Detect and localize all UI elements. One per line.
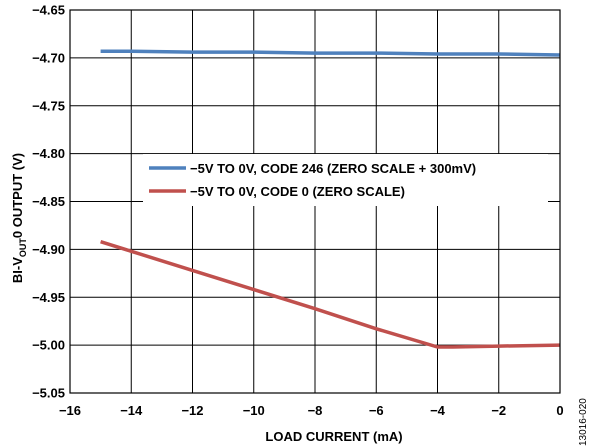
y-axis-title-suffix: 0 OUTPUT (V) [10, 153, 25, 238]
figure-id: 13016-020 [578, 398, 589, 446]
y-tick-label: −4.85 [32, 194, 65, 209]
legend: −5V TO 0V, CODE 246 (ZERO SCALE + 300mV)… [143, 154, 548, 206]
y-tick-label: −4.65 [32, 3, 65, 18]
x-tick-label: −2 [491, 403, 506, 418]
series-line-1 [100, 240, 561, 349]
series-line-0 [100, 49, 561, 57]
y-tick-label: −4.80 [32, 146, 65, 161]
plot-frame [69, 9, 561, 394]
x-tick-label: −8 [308, 403, 323, 418]
y-tick-label: −4.75 [32, 98, 65, 113]
y-axis-title-subscript: OUT [18, 238, 28, 258]
x-tick-label: −10 [243, 403, 265, 418]
x-tick-label: −4 [430, 403, 446, 418]
x-tick-label: −12 [181, 403, 203, 418]
x-tick-label: −14 [120, 403, 143, 418]
y-tick-label: −4.70 [32, 50, 65, 65]
x-tick-label: 0 [556, 403, 563, 418]
y-tick-labels: −4.65 −4.70 −4.75 −4.80 −4.85 −4.90 −4.95 −5.00… [32, 3, 65, 401]
x-tick-label: −16 [59, 403, 81, 418]
x-axis-title: LOAD CURRENT (mA) [265, 429, 402, 444]
y-axis-title: BI-VOUT0 OUTPUT (V) [10, 153, 28, 283]
y-tick-label: −4.90 [32, 242, 65, 257]
y-tick-label: −4.95 [32, 290, 65, 305]
x-tick-label: −6 [369, 403, 384, 418]
series-layer [100, 49, 561, 349]
x-tick-labels: −16 −14 −12 −10 −8 −6 −4 −2 0 [59, 403, 564, 418]
legend-background [143, 154, 548, 206]
legend-label-code-246: −5V TO 0V, CODE 246 (ZERO SCALE + 300mV) [190, 161, 476, 176]
y-tick-label: −5.00 [32, 338, 65, 353]
y-tick-label: −5.05 [32, 386, 65, 401]
y-axis-title-prefix: BI-V [10, 257, 25, 283]
legend-label-code-0: −5V TO 0V, CODE 0 (ZERO SCALE) [190, 184, 405, 199]
